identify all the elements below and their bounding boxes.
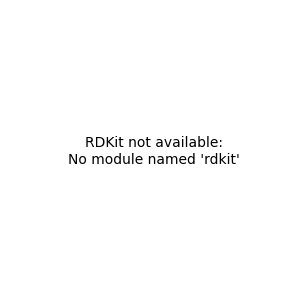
Text: RDKit not available:
No module named 'rdkit': RDKit not available: No module named 'rd…: [68, 136, 240, 166]
